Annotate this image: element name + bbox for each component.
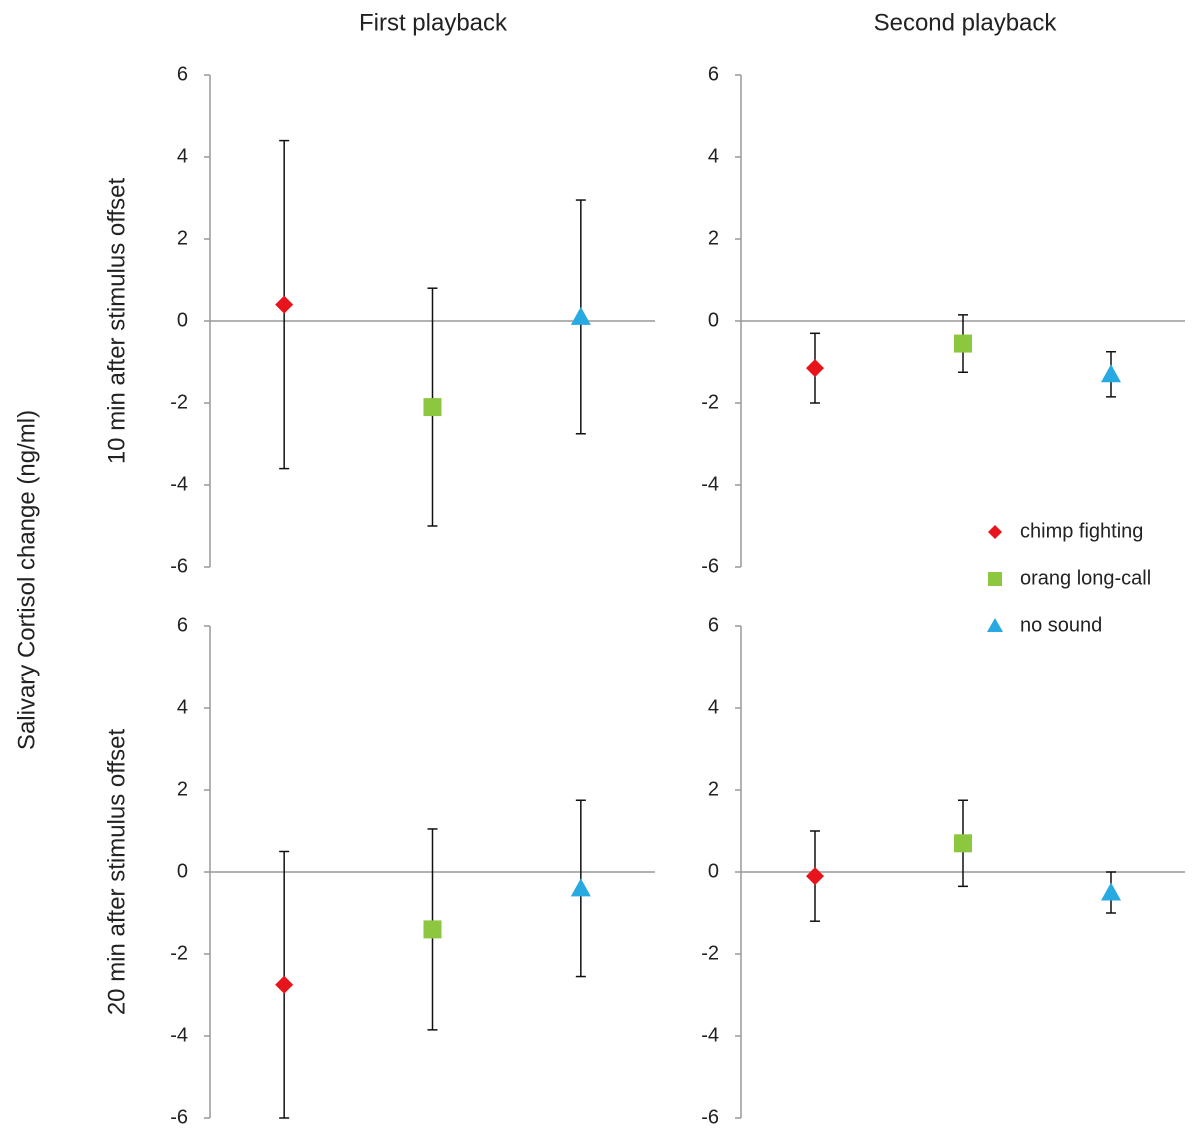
y-tick-label: 4 [177,145,188,167]
y-tick-label: 6 [708,614,719,636]
y-tick-label: 4 [708,696,719,718]
y-tick-label: -6 [701,555,719,577]
y-tick-label: -2 [701,942,719,964]
y-tick-label: -4 [170,1024,188,1046]
marker [423,398,442,417]
y-tick-label: 4 [708,145,719,167]
marker [275,295,294,314]
legend-label: chimp fighting [1020,520,1143,542]
y-tick-label: -4 [701,473,719,495]
y-tick-label: 0 [177,309,188,331]
y-tick-label: -2 [170,942,188,964]
y-tick-label: 6 [177,63,188,85]
marker [987,618,1003,632]
y-axis-title: Salivary Cortisol change (ng/ml) [13,410,40,750]
y-tick-label: -2 [701,391,719,413]
row-title: 10 min after stimulus offset [103,178,130,465]
row-title: 20 min after stimulus offset [103,729,130,1016]
y-tick-label: 6 [177,614,188,636]
marker [275,975,294,994]
marker [806,867,824,886]
marker [806,359,824,378]
y-tick-label: 2 [708,227,719,249]
marker [988,525,1002,539]
marker [570,878,591,897]
y-tick-label: 0 [708,309,719,331]
marker [423,920,442,939]
marker [1101,882,1121,901]
column-title: Second playback [874,9,1058,36]
marker [954,334,972,353]
y-tick-label: 2 [177,778,188,800]
marker [954,834,972,853]
y-tick-label: -6 [170,555,188,577]
legend-label: orang long-call [1020,567,1151,589]
y-tick-label: -4 [701,1024,719,1046]
marker [570,306,591,325]
y-tick-label: -6 [170,1106,188,1128]
column-title: First playback [359,9,508,36]
legend-label: no sound [1020,614,1102,636]
y-tick-label: 2 [177,227,188,249]
y-tick-label: -2 [170,391,188,413]
y-tick-label: 4 [177,696,188,718]
y-tick-label: 6 [708,63,719,85]
marker [1101,364,1121,383]
y-tick-label: 2 [708,778,719,800]
y-tick-label: 0 [708,860,719,882]
y-tick-label: -6 [701,1106,719,1128]
y-tick-label: -4 [170,473,188,495]
marker [988,572,1002,586]
y-tick-label: 0 [177,860,188,882]
